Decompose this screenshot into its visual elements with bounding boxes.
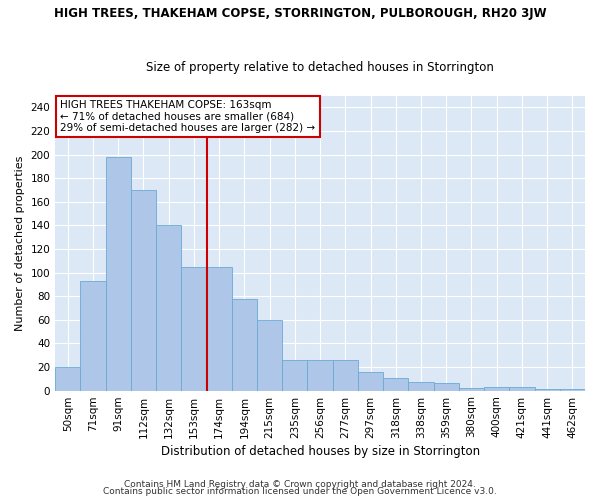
Bar	[484, 387, 509, 390]
Text: HIGH TREES, THAKEHAM COPSE, STORRINGTON, PULBOROUGH, RH20 3JW: HIGH TREES, THAKEHAM COPSE, STORRINGTON,…	[53, 8, 547, 20]
Bar	[434, 384, 459, 390]
Bar	[307, 360, 332, 390]
Text: HIGH TREES THAKEHAM COPSE: 163sqm
← 71% of detached houses are smaller (684)
29%: HIGH TREES THAKEHAM COPSE: 163sqm ← 71% …	[61, 100, 316, 133]
Bar	[232, 298, 257, 390]
Bar	[80, 281, 106, 390]
Bar	[409, 382, 434, 390]
Bar	[131, 190, 156, 390]
Bar	[206, 266, 232, 390]
Bar	[509, 387, 535, 390]
Y-axis label: Number of detached properties: Number of detached properties	[15, 156, 25, 330]
Bar	[106, 157, 131, 390]
X-axis label: Distribution of detached houses by size in Storrington: Distribution of detached houses by size …	[161, 444, 479, 458]
Text: Contains public sector information licensed under the Open Government Licence v3: Contains public sector information licen…	[103, 487, 497, 496]
Bar	[358, 372, 383, 390]
Bar	[383, 378, 409, 390]
Text: Contains HM Land Registry data © Crown copyright and database right 2024.: Contains HM Land Registry data © Crown c…	[124, 480, 476, 489]
Bar	[156, 226, 181, 390]
Bar	[459, 388, 484, 390]
Bar	[257, 320, 282, 390]
Bar	[55, 367, 80, 390]
Title: Size of property relative to detached houses in Storrington: Size of property relative to detached ho…	[146, 60, 494, 74]
Bar	[332, 360, 358, 390]
Bar	[282, 360, 307, 390]
Bar	[181, 266, 206, 390]
